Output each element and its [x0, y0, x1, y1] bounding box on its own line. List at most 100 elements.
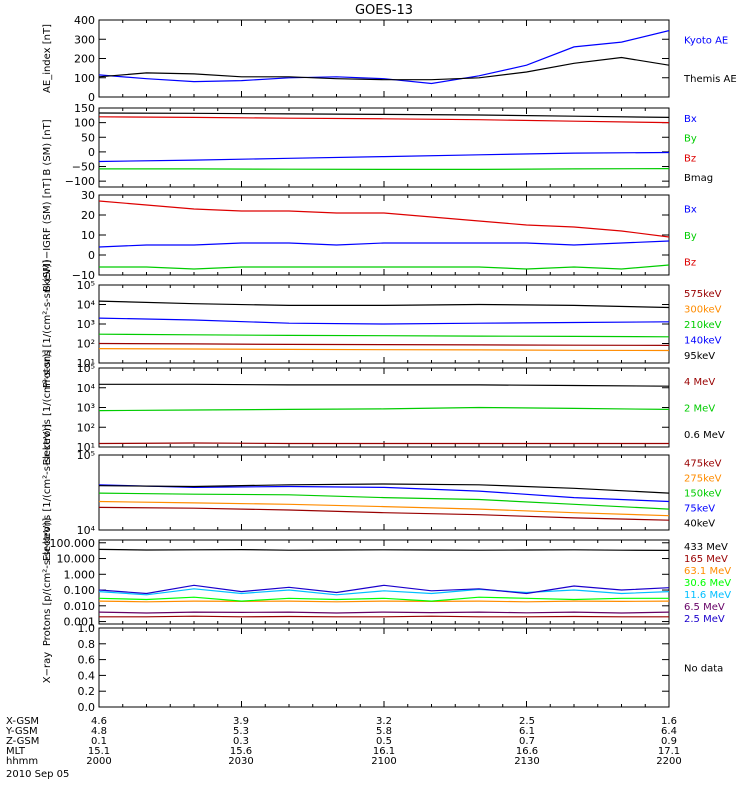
- y-tick-label: 400: [74, 14, 95, 27]
- series-line-30-6-mev: [99, 596, 669, 602]
- legend-entry: Bz: [684, 153, 696, 164]
- series-line-by: [99, 168, 669, 170]
- y-tick-label: 10⁵: [77, 279, 95, 292]
- panel-frame: [98, 107, 670, 188]
- y-tick-label: 0.2: [78, 685, 96, 698]
- footer-value: 2100: [371, 756, 396, 767]
- y-tick-label: 0.100: [64, 584, 96, 597]
- y-tick-label: 10.000: [57, 553, 96, 566]
- y-axis-label: B (SM) [nT]: [42, 119, 53, 175]
- series-line-95kev: [99, 300, 669, 309]
- footer-value: 0.9: [661, 736, 677, 747]
- footer-date: 2010 Sep 05: [6, 769, 69, 780]
- panel-4: 10¹ 10² 10³ 10⁴ 10⁵ Protons [1/(cm²-s-sr-keV)…: [42, 260, 722, 388]
- legend-entry: 6.5 MeV: [684, 602, 725, 613]
- series-line-210kev: [99, 333, 669, 338]
- legend-entry: 275keV: [684, 474, 722, 485]
- panel-8: 0.0 0.2 0.4 0.6 0.8 1.0 X−ray No data: [42, 622, 723, 714]
- legend-entry: Bx: [684, 204, 697, 215]
- legend-entry: 150keV: [684, 489, 722, 500]
- panel-frame: [98, 194, 670, 276]
- legend-entry: 300keV: [684, 304, 722, 315]
- y-tick-label: 50: [81, 131, 95, 144]
- panel-1: 0 100 200 300 400 AE_index [nT] Kyoto AE Themis…: [42, 14, 737, 104]
- series-line-themis-ae: [99, 56, 669, 81]
- legend-entry: Bx: [684, 114, 697, 125]
- no-data-label: No data: [684, 664, 723, 675]
- y-tick-label: 10¹: [77, 441, 95, 454]
- y-tick-label: 10: [81, 229, 95, 242]
- y-tick-label: 0.010: [64, 600, 96, 613]
- y-tick-label: 10⁵: [77, 362, 95, 375]
- legend-entry: By: [684, 231, 697, 242]
- y-tick-label: −100: [65, 175, 95, 188]
- y-tick-label: −50: [72, 161, 95, 174]
- footer-value: 2030: [228, 756, 253, 767]
- footer-value: 1.6: [661, 716, 677, 727]
- footer-value: 17.1: [658, 746, 680, 757]
- y-tick-label: 0: [88, 91, 95, 104]
- footer-row-label: X-GSM: [6, 716, 39, 727]
- footer-value: 0.3: [233, 736, 249, 747]
- legend-entry: 165 MeV: [684, 554, 728, 565]
- y-axis-label: AE_index [nT]: [42, 24, 53, 93]
- y-tick-label: 1.000: [64, 568, 96, 581]
- y-axis-label: Electrons [1/(cm²-s-sr)]: [42, 350, 53, 466]
- y-tick-label: 0.4: [78, 669, 96, 682]
- series-line-bx: [99, 240, 669, 248]
- y-tick-label: 10¹: [77, 357, 95, 370]
- series-line-75kev: [99, 484, 669, 503]
- footer-value: 15.1: [88, 746, 110, 757]
- y-axis-label: Electrons [1/(cm²-s-sr-keV)]: [42, 424, 53, 561]
- footer-value: 2.5: [519, 716, 535, 727]
- y-tick-label: 10⁴: [77, 299, 96, 312]
- panel-frame: [98, 454, 670, 531]
- y-axis-label: Protons [p/(cm²-s-sr-keV)]: [42, 518, 53, 646]
- legend-entry: 75keV: [684, 504, 715, 515]
- legend-entry: 0.6 MeV: [684, 430, 725, 441]
- series-line-140kev: [99, 317, 669, 325]
- series-line-6-5-mev: [99, 611, 669, 614]
- y-tick-label: 20: [81, 209, 95, 222]
- y-tick-label: 1.0: [78, 622, 96, 635]
- footer-value: 5.3: [233, 726, 249, 737]
- y-axis-label: Protons [1/(cm²-s-sr-keV)]: [42, 260, 53, 388]
- series-line-433-mev: [99, 548, 669, 552]
- series-line-300kev: [99, 348, 669, 352]
- y-tick-label: 10²: [77, 338, 95, 351]
- legend-entry: 4 MeV: [684, 377, 715, 388]
- legend-entry: 575keV: [684, 289, 722, 300]
- panel-7: 0.001 0.010 0.100 1.000 10.000 100.000Protons…: [42, 518, 731, 646]
- legend-entry: 433 MeV: [684, 542, 728, 553]
- legend-entry: 2 MeV: [684, 404, 715, 415]
- footer-value: 4.8: [91, 726, 107, 737]
- footer-row-label: Z-GSM: [6, 736, 39, 747]
- footer-row-label: MLT: [6, 746, 26, 757]
- series-line-kyoto-ae: [99, 30, 669, 85]
- y-tick-label: 0.8: [78, 638, 96, 651]
- series-line-0-6-mev: [99, 383, 669, 387]
- series-line-150kev: [99, 492, 669, 510]
- footer-value: 3.9: [233, 716, 249, 727]
- panel-frame: [98, 627, 670, 708]
- series-line-bz: [99, 200, 669, 238]
- series-line-bx: [99, 151, 669, 163]
- y-tick-label: 10⁵: [77, 449, 95, 462]
- panel-frame: [98, 19, 670, 98]
- legend-entry: 95keV: [684, 351, 715, 362]
- y-tick-label: 10⁴: [77, 382, 96, 395]
- series-line-bz: [99, 116, 669, 124]
- plot-title: GOES-13: [355, 3, 413, 18]
- footer-value: 0.1: [91, 736, 107, 747]
- series-line-by: [99, 264, 669, 270]
- y-tick-label: 100: [74, 117, 95, 130]
- legend-entry: Bmag: [684, 173, 713, 184]
- series-line-11-6-mev: [99, 588, 669, 596]
- footer-value: 0.5: [376, 736, 392, 747]
- y-tick-label: 10³: [77, 318, 95, 331]
- y-axis-label: X−ray: [42, 652, 53, 683]
- legend-entry: 63.1 MeV: [684, 566, 731, 577]
- footer-value: 5.8: [376, 726, 392, 737]
